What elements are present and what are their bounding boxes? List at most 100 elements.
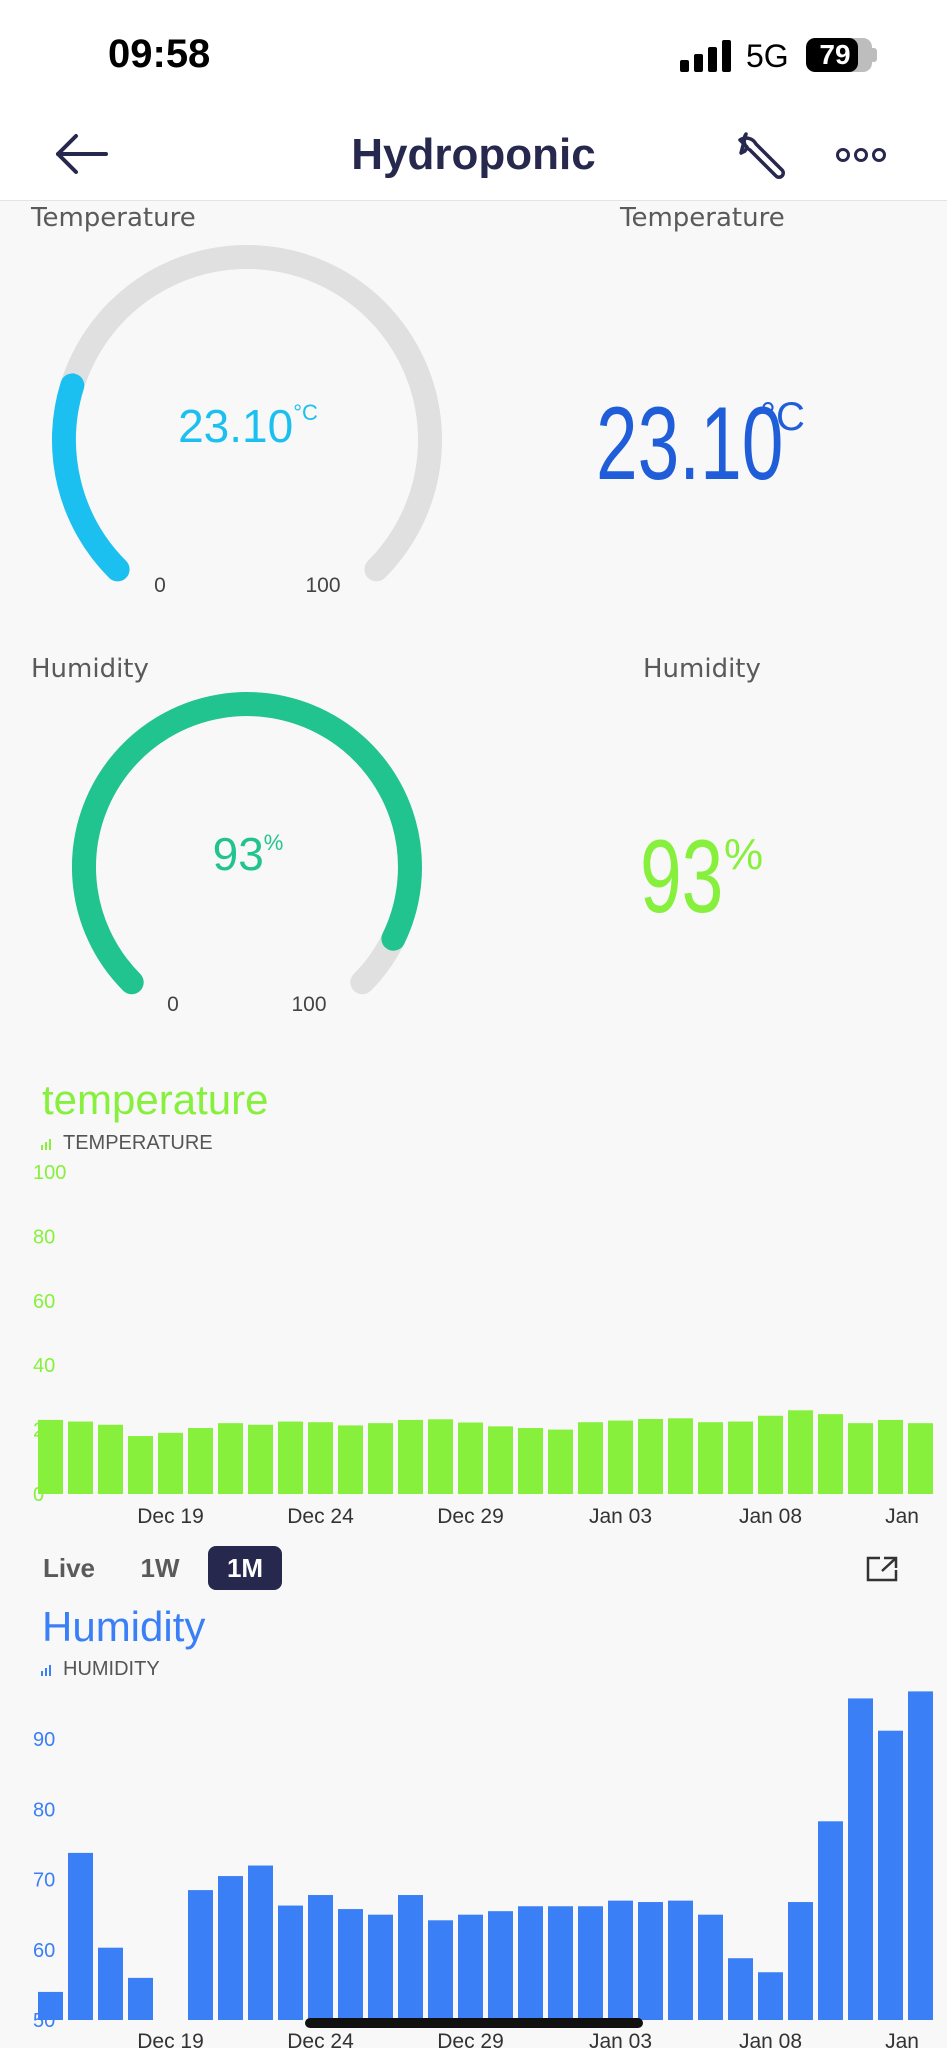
chart-bar[interactable] [548,1429,573,1494]
chart-bar[interactable] [848,1423,873,1494]
chart-bar[interactable] [428,1419,453,1494]
chart-bar[interactable] [668,1418,693,1494]
chart-bar[interactable] [308,1895,333,2020]
humidity-gauge-value: 93% [213,828,284,880]
temperature-gauge-arc [51,373,130,582]
chart-bar[interactable] [248,1424,273,1494]
chart-bar[interactable] [68,1852,93,2020]
chart-bar[interactable] [338,1425,363,1494]
chart-bar[interactable] [518,1906,543,2020]
chart-bar[interactable] [758,1972,783,2020]
battery-tip [872,48,877,62]
x-tick-label: Dec 19 [137,2030,204,2048]
tab-1m[interactable]: 1M [208,1546,282,1590]
chart-bar[interactable] [878,1730,903,2020]
chart-bar[interactable] [278,1905,303,2020]
x-tick-label: Dec 24 [287,2030,354,2048]
chart-bar[interactable] [218,1423,243,1494]
chart-bar[interactable] [638,1418,663,1494]
temperature-chart-subtitle: TEMPERATURE [63,1132,213,1154]
chart-bar[interactable] [128,1436,153,1494]
chart-bar[interactable] [608,1900,633,2020]
humidity-value-number: 93 [640,819,724,935]
y-tick-label: 40 [33,1355,55,1377]
chart-bar[interactable] [518,1427,543,1494]
humidity-value-label: Humidity [643,654,761,684]
chart-bar[interactable] [548,1906,573,2020]
tab-1w[interactable]: 1W [140,1553,180,1583]
y-tick-label: 100 [33,1162,66,1184]
y-tick-label: 60 [33,1940,55,1962]
y-tick-label: 80 [33,1226,55,1248]
chart-bar[interactable] [188,1890,213,2020]
more-dots-icon[interactable] [836,146,886,164]
y-tick-label: 0 [33,1484,44,1506]
chart-bar[interactable] [488,1911,513,2020]
chart-bar[interactable] [128,1977,153,2020]
app-header: Hydroponic [0,110,947,201]
chart-bar[interactable] [278,1421,303,1494]
x-tick-label: Jan 03 [589,2030,652,2048]
chart-bar[interactable] [908,1423,933,1494]
chart-bar[interactable] [908,1691,933,2020]
chart-bar[interactable] [428,1920,453,2020]
arrow-left-icon[interactable] [54,132,110,176]
bar-chart-icon [41,1139,51,1150]
chart-bar[interactable] [158,1432,183,1494]
chart-bar[interactable] [98,1424,123,1494]
chart-bar[interactable] [248,1865,273,2020]
temperature-gauge-min: 0 [154,574,166,597]
battery-level: 79 [819,39,851,70]
home-indicator[interactable] [305,2018,643,2028]
chart-bar[interactable] [368,1914,393,2020]
chart-bar[interactable] [458,1914,483,2020]
chart-bar[interactable] [68,1421,93,1494]
temperature-value-label: Temperature [620,203,785,233]
chart-bar[interactable] [818,1414,843,1494]
chart-bar[interactable] [368,1423,393,1494]
temperature-gauge-label: Temperature [31,203,196,233]
chart-bar[interactable] [788,1410,813,1494]
y-tick-label: 70 [33,1870,55,1892]
chart-bar[interactable] [398,1895,423,2020]
chart-bar[interactable] [788,1902,813,2020]
humidity-gauge: 93% 0 100 [71,692,422,1016]
chart-bar[interactable] [398,1419,423,1494]
humidity-gauge-min: 0 [167,993,179,1016]
x-tick-label: Dec 29 [437,1505,504,1528]
wrench-icon[interactable] [736,128,792,182]
temperature-gauge: 23.10°C 0 100 [51,245,442,597]
chart-bar[interactable] [698,1422,723,1494]
chart-bar[interactable] [758,1415,783,1494]
chart-bar[interactable] [638,1902,663,2020]
tab-live[interactable]: Live [42,1553,96,1583]
chart-bar[interactable] [878,1419,903,1494]
chart-bar[interactable] [338,1909,363,2020]
chart-bar[interactable] [578,1906,603,2020]
chart-bar[interactable] [578,1422,603,1494]
x-tick-label: Jan 08 [739,2030,802,2048]
bar-chart-icon [41,1665,51,1676]
chart-bar[interactable] [218,1876,243,2020]
temperature-gauge-value: 23.10°C [178,400,318,452]
expand-icon[interactable] [866,1556,898,1582]
chart-bar[interactable] [698,1914,723,2020]
chart-bar[interactable] [38,1419,63,1494]
temperature-value-number: 23.10 [596,386,784,502]
chart-bar[interactable] [848,1698,873,2020]
chart-bar[interactable] [38,1991,63,2020]
temperature-value-display: 23.10 [596,385,856,504]
chart-bar[interactable] [488,1426,513,1494]
chart-bar[interactable] [188,1427,213,1494]
chart-bar[interactable] [98,1947,123,2020]
chart-bar[interactable] [608,1420,633,1494]
chart-bar[interactable] [458,1422,483,1494]
cellular-signal-icon [680,40,731,72]
chart-bar[interactable] [728,1421,753,1494]
chart-bar[interactable] [308,1422,333,1494]
chart-bar[interactable] [818,1821,843,2020]
chart-bar[interactable] [668,1900,693,2020]
chart-bar[interactable] [728,1958,753,2020]
status-bar: 09:58 5G 79 [0,0,947,110]
